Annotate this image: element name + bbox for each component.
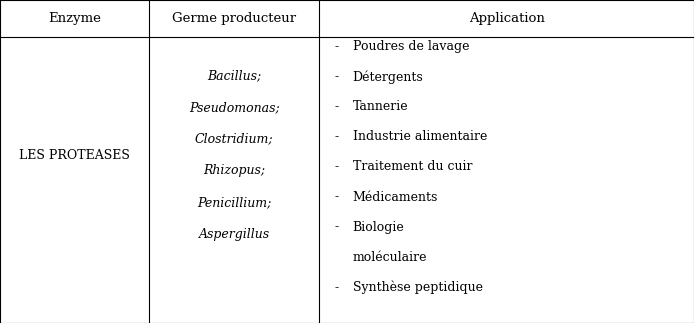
- Text: Application: Application: [468, 12, 545, 25]
- Text: -: -: [335, 70, 339, 83]
- Text: -: -: [335, 161, 339, 173]
- Text: Bacillus;: Bacillus;: [207, 69, 262, 82]
- Text: Industrie alimentaire: Industrie alimentaire: [353, 130, 487, 143]
- Text: Enzyme: Enzyme: [48, 12, 101, 25]
- Text: Biologie: Biologie: [353, 221, 405, 234]
- Text: -: -: [335, 281, 339, 294]
- Text: Penicillium;: Penicillium;: [197, 196, 271, 209]
- Text: Aspergillus: Aspergillus: [198, 228, 270, 241]
- Text: -: -: [335, 221, 339, 234]
- Text: -: -: [335, 130, 339, 143]
- Text: Clostridium;: Clostridium;: [195, 133, 273, 146]
- Text: Germe producteur: Germe producteur: [172, 12, 296, 25]
- Text: Rhizopus;: Rhizopus;: [203, 164, 265, 177]
- Text: -: -: [335, 191, 339, 203]
- Text: -: -: [335, 40, 339, 53]
- Text: Traitement du cuir: Traitement du cuir: [353, 161, 472, 173]
- Text: Pseudomonas;: Pseudomonas;: [189, 101, 280, 114]
- Text: Poudres de lavage: Poudres de lavage: [353, 40, 469, 53]
- Text: LES PROTEASES: LES PROTEASES: [19, 149, 130, 162]
- Text: Détergents: Détergents: [353, 70, 423, 84]
- Text: Médicaments: Médicaments: [353, 191, 438, 203]
- Text: moléculaire: moléculaire: [353, 251, 427, 264]
- Text: -: -: [335, 100, 339, 113]
- Text: Synthèse peptidique: Synthèse peptidique: [353, 280, 482, 294]
- Text: Tannerie: Tannerie: [353, 100, 408, 113]
